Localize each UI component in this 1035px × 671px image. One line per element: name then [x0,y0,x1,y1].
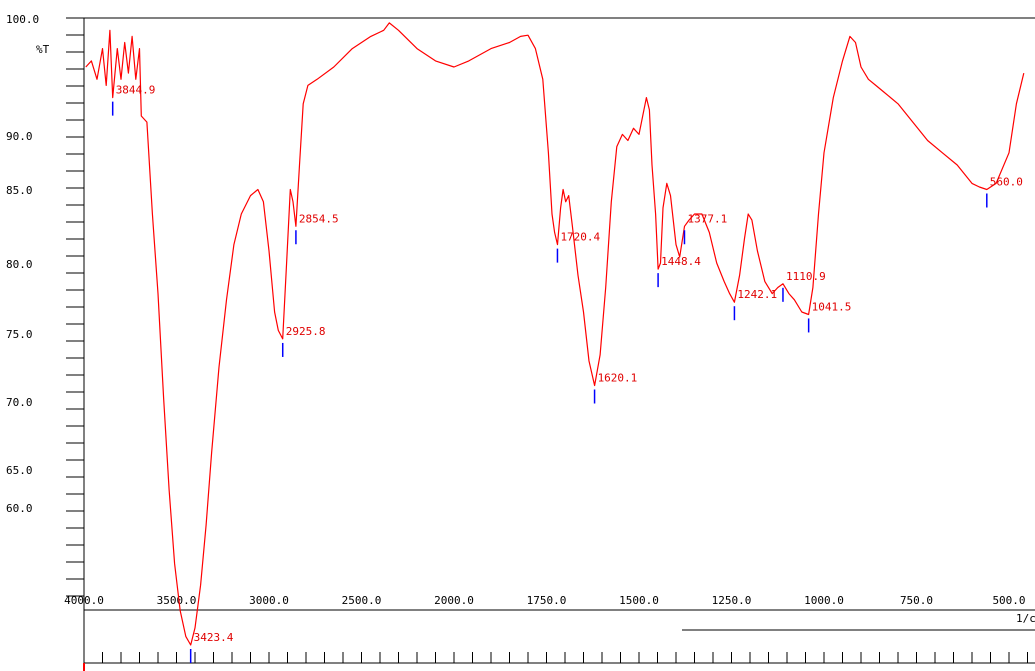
peak-annotation: 1041.5 [807,300,852,333]
x-tick-label: 1500.0 [619,594,659,607]
peak-annotation: 1110.9 [782,270,826,302]
x-tick-label: 1000.0 [804,594,844,607]
peak-annotation: 1620.1 [593,372,638,404]
peak-label: 2925.8 [286,325,326,338]
x-tick-labels: 4000.0 3500.0 3000.0 2500.0 2000.0 1750.0 1500… [64,594,1025,607]
x-tick-label: 4000.0 [64,594,104,607]
peak-label: 1448.4 [661,255,701,268]
peak-annotation: 1720.4 [556,231,601,263]
peak-annotation: 1377.1 [683,212,727,245]
y-tick-labels: 100.0 90.0 85.0 80.0 75.0 70.0 65.0 60.0 [6,13,39,515]
peak-label: 1242.1 [737,288,777,301]
peak-annotation: 2854.5 [295,212,339,245]
peak-annotation: 1448.4 [657,255,701,288]
x-tick-label: 1750.0 [527,594,567,607]
x-tick-label: 3500.0 [157,594,197,607]
y-axis-title: %T [36,43,50,56]
peak-label: 560.0 [990,176,1023,189]
y-tick-label: 85.0 [6,184,33,197]
axes [83,17,1035,671]
peak-annotation: 2925.8 [281,325,326,357]
y-tick-label: 60.0 [6,502,33,515]
spectrum-line [85,22,1025,646]
peak-label: 1377.1 [687,212,727,225]
x-tick-label: 1250.0 [712,594,752,607]
peak-label: 3844.9 [116,84,156,97]
x-tick-label: 3000.0 [249,594,289,607]
peak-label: 3423.4 [194,631,234,644]
peak-label: 1720.4 [560,231,600,244]
peak-annotation: 1242.1 [733,288,777,321]
peak-label: 1041.5 [812,300,852,313]
y-tick-label: 65.0 [6,464,33,477]
peak-annotation: 560.0 [986,176,1023,208]
peak-annotation: 3844.9 [111,84,156,116]
y-tick-label: 90.0 [6,130,33,143]
peak-label: 1110.9 [786,270,826,283]
x-unit-label: 1/c [1016,612,1035,625]
ticks [66,17,1028,663]
y-tick-label: 80.0 [6,258,33,271]
peak-label: 1620.1 [598,372,638,385]
peak-annotation: 3423.4 [189,631,234,663]
x-tick-label: 2500.0 [342,594,382,607]
y-tick-label: 100.0 [6,13,39,26]
peak-annotations: 3844.9 3423.4 2925.8 2854.5 1720.4 1620.1 1448… [111,84,1023,663]
x-tick-label: 750.0 [900,594,933,607]
peak-label: 2854.5 [299,212,339,225]
x-tick-label: 500.0 [992,594,1025,607]
y-tick-label: 70.0 [6,396,33,409]
x-tick-label: 2000.0 [434,594,474,607]
y-tick-label: 75.0 [6,328,33,341]
